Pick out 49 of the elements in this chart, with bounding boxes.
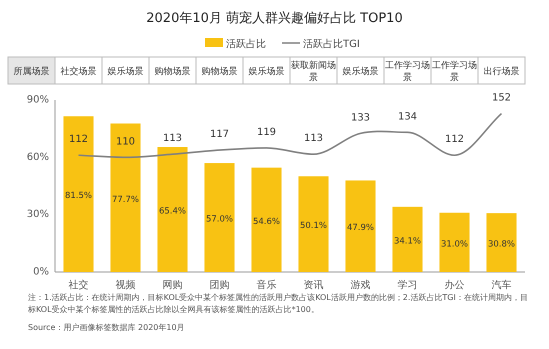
data-label: 77.7% <box>112 194 140 205</box>
bar <box>486 213 517 272</box>
bar <box>439 212 470 272</box>
x-tick-label: 团购 <box>210 280 230 291</box>
x-tick-label: 网购 <box>162 280 182 291</box>
data-label: 133 <box>350 112 370 124</box>
legend-label: 活跃占比 <box>226 38 266 50</box>
data-label: 47.9% <box>346 223 374 234</box>
text: 注：1.活跃占比：在统计周期内，目标KOL受众中某个标签属性的活跃用户数占该KOL活跃用户数的比例；2.活跃占比TGI：在统计周期内，目标KOL受众中某个标签属性的活跃占比除以全网具有该标签属性的活跃占比*100。 <box>27 293 528 314</box>
bar <box>392 206 423 272</box>
y-tick-label: 0% <box>33 266 49 278</box>
x-tick-label: 汽车 <box>492 279 512 291</box>
y-tick-label: 90% <box>26 94 49 106</box>
chart-title: 2020年10月 萌宠人群兴趣偏好占比 TOP10 <box>146 11 403 26</box>
y-tick-label: 60% <box>26 152 49 163</box>
bar <box>110 124 141 272</box>
data-label: 31.0% <box>440 239 468 250</box>
data-label: 134 <box>398 111 418 122</box>
x-tick-label: 音乐 <box>256 279 276 291</box>
bar <box>157 147 188 272</box>
y-tick-label: 30% <box>26 209 49 220</box>
legend-label: 活跃占比TGI <box>303 38 360 50</box>
x-tick-label: 视频 <box>116 279 136 291</box>
x-tick-label: 游戏 <box>350 279 370 291</box>
data-label: 54.6% <box>252 216 280 227</box>
data-label: 57.0% <box>206 214 234 225</box>
data-label: 112 <box>444 134 464 146</box>
x-tick-label: 资讯 <box>304 279 324 291</box>
data-label: 50.1% <box>300 221 328 232</box>
data-label: 119 <box>256 126 276 138</box>
x-tick-label: 社交 <box>68 279 88 291</box>
bar <box>63 116 94 272</box>
bar <box>204 163 235 272</box>
data-label: 113 <box>304 133 324 144</box>
data-label: 112 <box>68 134 88 146</box>
data-label: 117 <box>210 129 230 140</box>
bar <box>251 168 282 272</box>
bar <box>298 176 329 272</box>
bar <box>345 180 376 272</box>
x-tick-label: 学习 <box>398 279 418 291</box>
data-label: 81.5% <box>64 191 92 202</box>
source-note: Source：用户画像标签数据库 2020年10月 <box>28 323 185 332</box>
data-label: 113 <box>162 133 182 144</box>
data-label: 30.8% <box>488 240 516 250</box>
x-tick-label: 办公 <box>444 279 464 291</box>
data-label: 34.1% <box>394 236 422 246</box>
data-label: 152 <box>492 92 512 104</box>
data-label: 110 <box>116 136 136 148</box>
data-label: 65.4% <box>158 206 186 217</box>
